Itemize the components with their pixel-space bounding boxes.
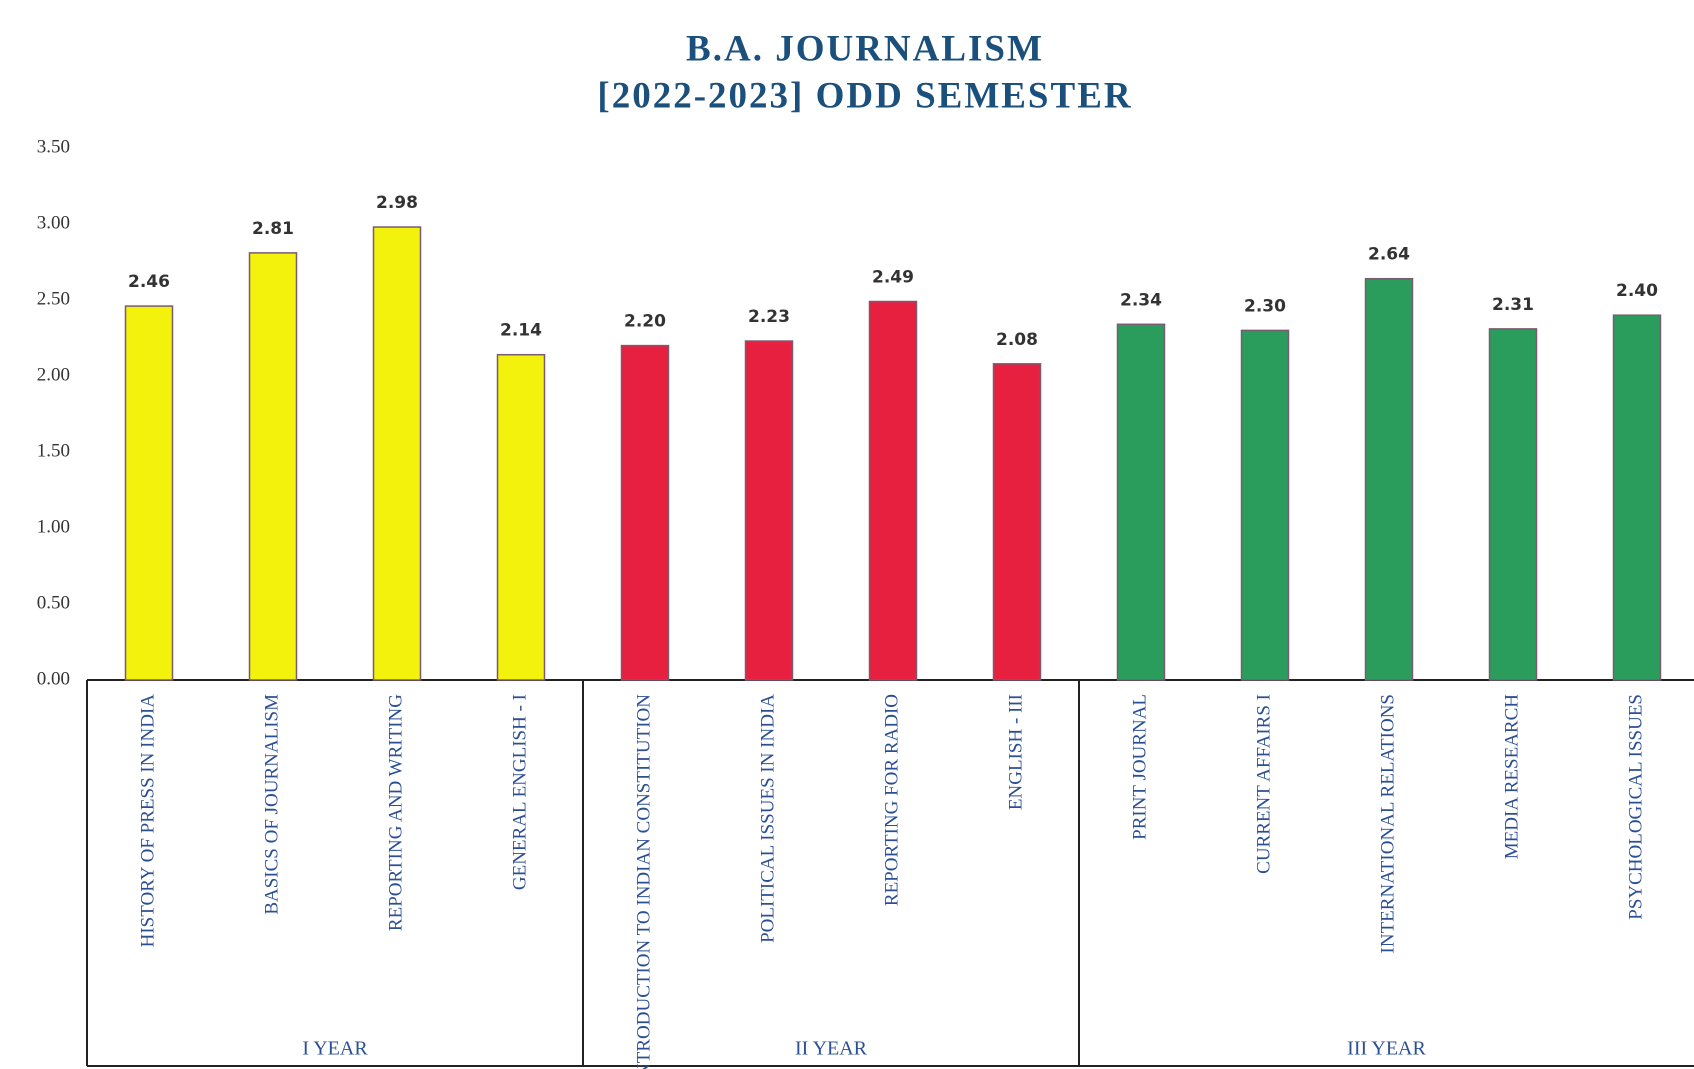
value-label: 2.49 xyxy=(872,268,914,288)
y-tick-label: 2.00 xyxy=(37,364,70,385)
y-tick-label: 0.00 xyxy=(37,668,70,689)
y-tick-label: 0.50 xyxy=(37,592,70,613)
value-label: 2.40 xyxy=(1616,281,1658,301)
x-tick-label: INTRODUCTION TO INDIAN CONSTITUTION xyxy=(633,694,654,1069)
y-tick-label: 1.50 xyxy=(37,440,70,461)
y-tick-label: 3.50 xyxy=(37,136,70,157)
value-label: 2.20 xyxy=(624,312,666,332)
value-label: 2.31 xyxy=(1492,295,1534,315)
x-tick-label: HISTORY OF PRESS IN INDIA xyxy=(137,694,158,948)
x-tick-label: PSYCHOLOGICAL ISSUES xyxy=(1625,694,1646,920)
value-label: 2.34 xyxy=(1120,290,1162,310)
chart-title: B.A. JOURNALISM xyxy=(686,28,1044,69)
value-label: 2.98 xyxy=(376,193,418,213)
bar xyxy=(372,226,422,681)
x-tick-label: INTERNATIONAL RELATIONS xyxy=(1377,694,1398,953)
bar xyxy=(1488,328,1538,681)
x-tick-label: REPORTING AND WRITING xyxy=(385,694,406,931)
group-label: II YEAR xyxy=(795,1038,868,1060)
y-tick-label: 3.00 xyxy=(37,212,70,233)
bar xyxy=(248,252,298,681)
x-tick-label: PRINT JOURNAL xyxy=(1129,694,1150,840)
group-label: I YEAR xyxy=(302,1038,368,1060)
x-tick-label: BASICS OF JOURNALISM xyxy=(261,694,282,915)
bar xyxy=(744,340,794,681)
value-label: 2.46 xyxy=(128,272,170,292)
y-tick-label: 1.00 xyxy=(37,516,70,537)
x-tick-label: REPORTING FOR RADIO xyxy=(881,694,902,906)
value-label: 2.64 xyxy=(1368,245,1410,265)
x-tick-label: MEDIA RESEARCH xyxy=(1501,694,1522,859)
x-tick-label: GENERAL ENGLISH - I xyxy=(509,694,530,890)
bar xyxy=(1240,329,1290,681)
x-tick-label: POLITICAL ISSUES IN INDIA xyxy=(757,694,778,943)
bar xyxy=(1612,314,1662,681)
bar xyxy=(868,300,918,681)
group-label: III YEAR xyxy=(1347,1038,1426,1060)
chart-title: [2022-2023] ODD SEMESTER xyxy=(597,75,1132,116)
bar xyxy=(1364,277,1414,681)
value-label: 2.30 xyxy=(1244,296,1286,316)
bar xyxy=(992,363,1042,681)
bar xyxy=(620,344,670,681)
value-label: 2.08 xyxy=(996,330,1038,350)
value-label: 2.14 xyxy=(500,321,542,341)
value-label: 2.23 xyxy=(748,307,790,327)
bar xyxy=(1116,323,1166,681)
x-tick-label: ENGLISH - III xyxy=(1005,694,1026,810)
bar xyxy=(124,305,174,681)
x-tick-label: CURRENT AFFAIRS I xyxy=(1253,694,1274,874)
y-tick-label: 2.50 xyxy=(37,288,70,309)
bar xyxy=(496,353,546,681)
value-label: 2.81 xyxy=(252,219,294,239)
